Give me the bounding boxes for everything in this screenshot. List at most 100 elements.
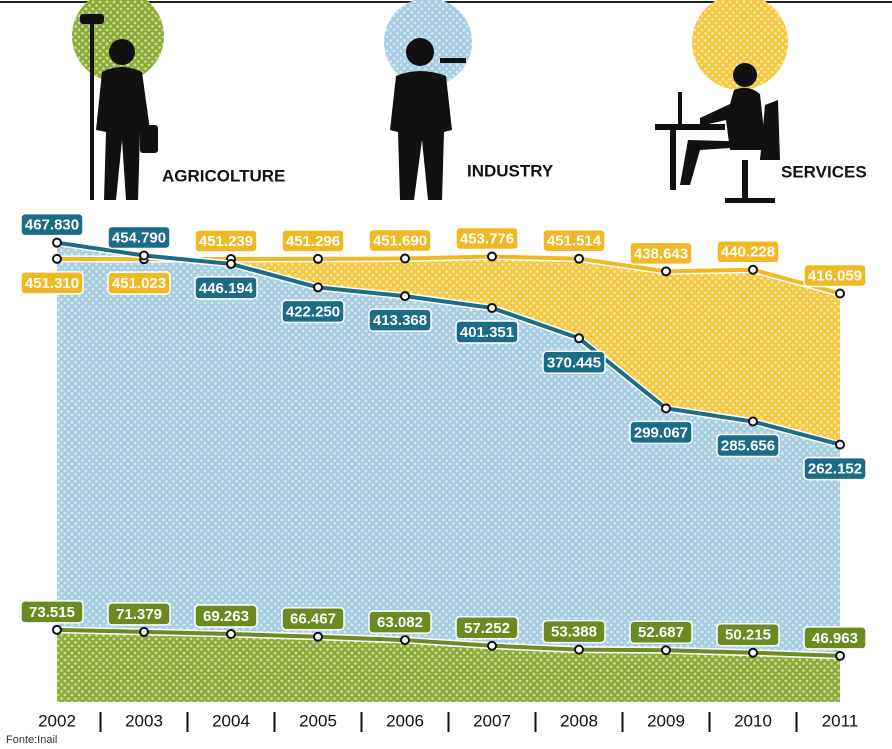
value-label: 66.467 <box>290 611 336 628</box>
value-label-box <box>629 241 693 266</box>
point <box>52 624 62 635</box>
value-label-box <box>629 420 693 445</box>
point <box>400 291 410 302</box>
value-label-box <box>368 610 432 634</box>
value-label-box <box>194 229 258 253</box>
value-label-box <box>281 229 345 253</box>
x-tick-label: 2006 <box>386 711 424 730</box>
value-label: 422.250 <box>286 303 340 320</box>
value-label: 285.656 <box>721 438 775 455</box>
value-label-box <box>281 606 345 631</box>
line <box>56 627 841 658</box>
value-label-box <box>542 350 606 375</box>
x-tick-label: 2005 <box>299 711 337 730</box>
point <box>139 626 149 637</box>
silhouette-office <box>655 63 780 203</box>
point <box>400 635 410 646</box>
value-label: 413.368 <box>373 312 427 329</box>
value-label: 53.388 <box>551 624 597 641</box>
value-label: 370.445 <box>547 354 601 371</box>
value-label: 299.067 <box>634 424 688 441</box>
value-label: 71.379 <box>116 606 162 623</box>
point <box>748 416 758 427</box>
value-label-box <box>803 263 867 288</box>
value-label: 451.023 <box>112 275 166 292</box>
x-tick-label: 2011 <box>822 711 859 730</box>
point <box>835 439 845 450</box>
value-label: 454.790 <box>112 229 166 246</box>
icons <box>72 0 788 203</box>
point <box>52 253 62 264</box>
value-label-box <box>368 308 432 332</box>
area-texture <box>57 629 840 702</box>
value-label: 57.252 <box>464 620 510 637</box>
value-label-box <box>368 228 432 253</box>
value-label-box <box>107 225 171 250</box>
point <box>748 264 758 275</box>
value-label: 446.194 <box>199 280 254 297</box>
point <box>313 282 323 293</box>
value-label-box <box>716 433 780 458</box>
value-label-box <box>107 602 171 626</box>
value-label-box <box>20 600 84 624</box>
x-tick-label: 2004 <box>212 711 250 730</box>
x-tick-label: 2010 <box>734 711 772 730</box>
point <box>835 288 845 299</box>
value-label-box <box>542 619 606 644</box>
point <box>661 266 671 277</box>
value-label-box <box>716 240 780 264</box>
point <box>574 333 584 344</box>
value-label: 262.152 <box>808 461 862 478</box>
point <box>487 302 497 313</box>
x-tick-label: 2008 <box>560 711 598 730</box>
silhouette-worker <box>390 38 466 200</box>
series-name: INDUSTRY <box>467 161 554 180</box>
value-label: 451.310 <box>25 275 79 292</box>
value-label: 467.830 <box>25 217 79 234</box>
value-label-box <box>455 226 519 251</box>
value-label: 451.690 <box>373 232 427 249</box>
line <box>56 240 841 447</box>
value-label: 451.514 <box>547 233 602 250</box>
point <box>226 258 236 269</box>
value-label-box <box>803 456 867 481</box>
value-label-box <box>716 622 780 647</box>
point <box>487 640 497 651</box>
point <box>574 644 584 655</box>
value-label: 69.263 <box>203 608 249 625</box>
value-label: 63.082 <box>377 614 423 631</box>
x-tick-label: 2003 <box>125 711 163 730</box>
value-label: 46.963 <box>812 630 858 647</box>
value-label: 451.296 <box>286 233 340 250</box>
value-label-box <box>281 299 345 324</box>
point <box>313 631 323 642</box>
x-tick-label: 2002 <box>38 711 76 730</box>
series-name: AGRICOLTURE <box>162 166 285 185</box>
value-label: 401.351 <box>460 324 514 341</box>
point <box>487 251 497 262</box>
x-tick-label: 2009 <box>647 711 685 730</box>
plot-area: 451.310 451.023 451.239 451.296 451.690 453.7… <box>20 212 867 702</box>
value-label: 453.776 <box>460 230 514 247</box>
value-label-box <box>20 212 84 237</box>
value-label-box <box>107 271 171 295</box>
source: Fonte:Inail <box>6 734 57 746</box>
value-label: 440.228 <box>721 244 775 261</box>
value-label-box <box>194 604 258 628</box>
point <box>835 650 845 661</box>
point <box>574 253 584 264</box>
value-label-box <box>20 271 84 295</box>
value-label: 50.215 <box>725 627 771 644</box>
value-label-box <box>542 228 606 253</box>
point <box>52 237 62 248</box>
point <box>313 253 323 264</box>
value-label: 451.239 <box>199 233 253 250</box>
value-label: 438.643 <box>634 245 688 262</box>
value-label-box <box>629 620 693 645</box>
area-texture <box>57 242 840 702</box>
icon-texture <box>692 0 788 90</box>
series-name: SERVICES <box>781 162 867 181</box>
value-label-box <box>455 616 519 640</box>
point <box>661 403 671 414</box>
